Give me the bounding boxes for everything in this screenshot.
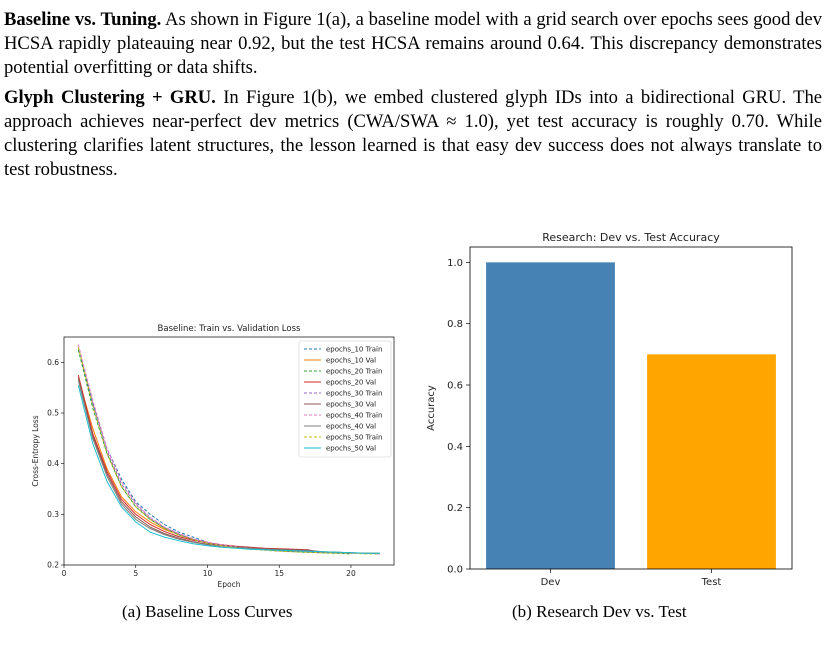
caption-a: (a) Baseline Loss Curves — [122, 602, 292, 622]
series-line-epochs_10-val — [78, 378, 207, 543]
x-axis-label: Epoch — [218, 580, 241, 589]
legend-label: epochs_50 Val — [326, 445, 376, 453]
x-tick-label: 0 — [62, 569, 67, 578]
y-tick-label: 0.3 — [47, 510, 59, 519]
y-tick-label: 0.8 — [447, 319, 463, 330]
y-tick-label: 0.2 — [447, 503, 463, 514]
y-axis-label: Cross-Entropy Loss — [31, 415, 40, 486]
legend-label: epochs_40 Val — [326, 423, 376, 431]
y-axis-label: Accuracy — [426, 385, 437, 431]
legend-label: epochs_50 Train — [326, 434, 382, 442]
bar-dev — [486, 262, 615, 569]
y-tick-label: 0.0 — [447, 565, 463, 576]
paragraph-heading: Baseline vs. Tuning. — [4, 9, 161, 30]
caption-b: (b) Research Dev vs. Test — [512, 602, 687, 622]
chart-title: Research: Dev vs. Test Accuracy — [542, 231, 720, 244]
legend-label: epochs_10 Val — [326, 357, 376, 365]
paragraph-glyph-clustering: Glyph Clustering + GRU. In Figure 1(b), … — [4, 86, 822, 182]
legend-label: epochs_10 Train — [326, 346, 382, 354]
x-tick-label: 5 — [133, 569, 138, 578]
legend-label: epochs_20 Train — [326, 368, 382, 376]
legend-label: epochs_30 Val — [326, 401, 376, 409]
legend-label: epochs_20 Val — [326, 379, 376, 387]
x-tick-label: 20 — [346, 569, 356, 578]
y-tick-label: 0.2 — [47, 561, 59, 570]
y-tick-label: 0.6 — [47, 358, 59, 367]
series-line-epochs_20-val — [78, 375, 322, 553]
legend-label: epochs_30 Train — [326, 390, 382, 398]
chart-title: Baseline: Train vs. Validation Loss — [158, 324, 301, 334]
x-tick-label: 10 — [203, 569, 213, 578]
paragraph-baseline: Baseline vs. Tuning. As shown in Figure … — [4, 8, 822, 80]
dev-test-bar-chart: Research: Dev vs. Test Accuracy Dev Test 0.… — [420, 225, 800, 595]
chart-legend: epochs_10 Train epochs_10 Val epochs_20 Tr… — [299, 341, 391, 457]
y-tick-label: 0.6 — [447, 381, 463, 392]
y-tick-label: 1.0 — [447, 258, 463, 269]
x-tick-label: 15 — [274, 569, 284, 578]
y-tick-label: 0.4 — [47, 459, 59, 468]
bar-test — [647, 354, 776, 569]
loss-curves-chart: Baseline: Train vs. Validation Loss 0 5 10 1… — [20, 315, 405, 595]
paragraph-heading: Glyph Clustering + GRU. — [4, 87, 216, 108]
x-tick-label: Dev — [541, 577, 561, 588]
y-tick-label: 0.5 — [47, 409, 59, 418]
legend-label: epochs_40 Train — [326, 412, 382, 420]
y-tick-label: 0.4 — [447, 442, 463, 453]
x-tick-label: Test — [701, 577, 722, 588]
